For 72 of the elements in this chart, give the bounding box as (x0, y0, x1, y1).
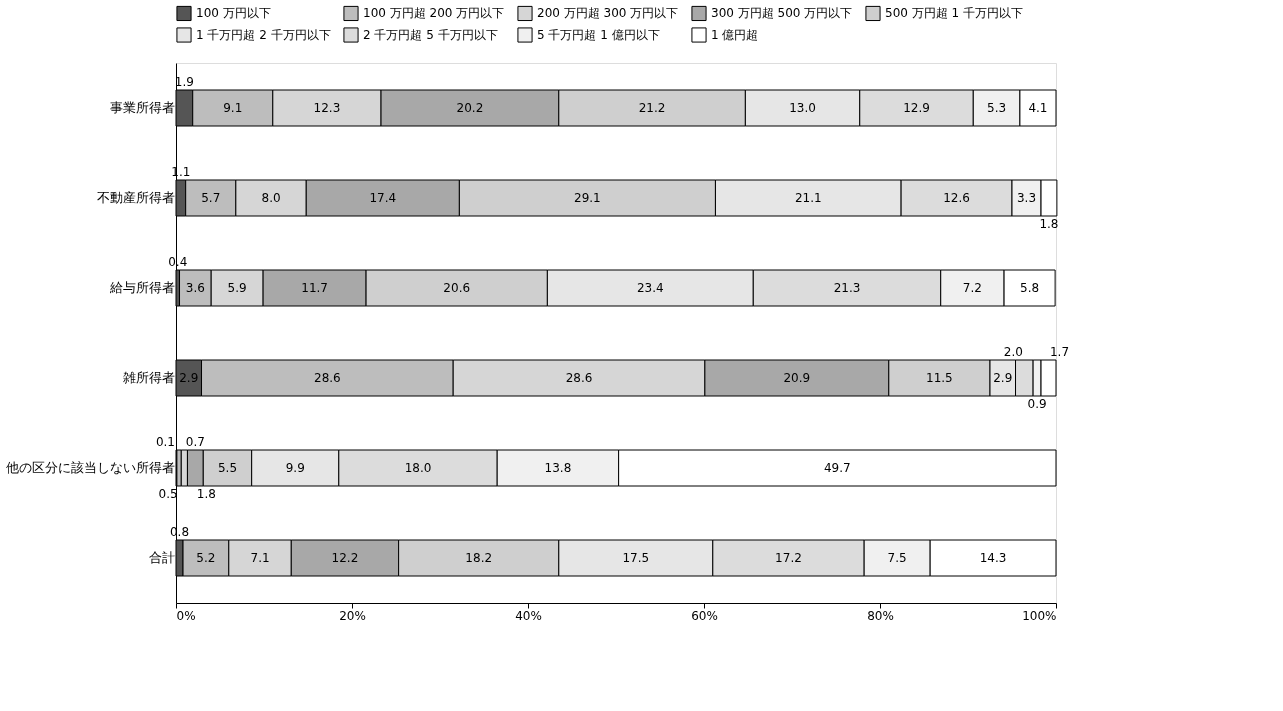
data-label: 1.9 (174, 75, 194, 89)
legend-label: 5 千万円超 1 億円以下 (537, 28, 660, 42)
data-label: 12.9 (903, 101, 930, 115)
legend-label: 300 万円超 500 万円以下 (711, 6, 853, 21)
data-label: 49.7 (823, 461, 851, 475)
legend-label: 1 億円超 (711, 28, 759, 42)
legend-label: 2 千万円超 5 千万円以下 (363, 28, 498, 42)
data-label: 28.6 (565, 371, 593, 385)
data-label: 21.2 (638, 101, 666, 115)
data-label: 7.2 (962, 281, 982, 295)
legend-label: 500 万円超 1 千万円以下 (885, 6, 1023, 21)
data-label: 20.6 (443, 281, 471, 295)
x-tick-label: 20% (339, 608, 366, 623)
data-label: 14.3 (979, 551, 1007, 565)
data-label: 12.6 (943, 191, 970, 205)
x-tick-label: 40% (515, 608, 542, 623)
data-label: 2.9 (993, 371, 1013, 385)
y-tick-label: 事業所得者 (109, 100, 175, 115)
data-label: 5.2 (196, 551, 216, 565)
data-label: 4.1 (1028, 101, 1048, 115)
data-label: 5.9 (227, 281, 247, 295)
data-label: 1.8 (1039, 217, 1059, 231)
data-label: 12.3 (313, 101, 341, 115)
data-label: 1.8 (196, 487, 216, 501)
data-label: 7.5 (887, 551, 907, 565)
data-label: 9.1 (223, 101, 243, 115)
data-label: 2.9 (179, 371, 199, 385)
y-tick-label: 合計 (148, 550, 175, 565)
data-label: 0.9 (1027, 397, 1047, 411)
data-label: 18.2 (465, 551, 493, 565)
legend-label: 200 万円超 300 万円以下 (537, 6, 679, 21)
x-tick-label: 60% (691, 608, 718, 623)
data-label: 11.7 (301, 281, 328, 295)
y-tick-label: 雑所得者 (122, 370, 175, 385)
y-tick-label: 不動産所得者 (96, 190, 175, 205)
data-label: 17.2 (775, 551, 802, 565)
data-label: 3.6 (185, 281, 205, 295)
legend-label: 1 千万円超 2 千万円以下 (196, 28, 331, 42)
data-label: 21.1 (794, 191, 822, 205)
data-label: 7.1 (250, 551, 270, 565)
x-tick-label: 0% (176, 608, 196, 623)
data-label: 20.9 (783, 371, 811, 385)
data-label: 12.2 (331, 551, 359, 565)
data-label: 20.2 (456, 101, 484, 115)
data-label: 17.4 (369, 191, 397, 205)
data-label: 5.3 (987, 101, 1007, 115)
data-label: 11.5 (926, 371, 953, 385)
data-label: 17.5 (622, 551, 650, 565)
data-label: 18.0 (404, 461, 432, 475)
data-label: 23.4 (636, 281, 664, 295)
data-label: 28.6 (314, 371, 341, 385)
y-tick-label: 給与所得者 (108, 280, 175, 295)
data-label: 13.8 (544, 461, 572, 475)
data-label: 9.9 (285, 461, 305, 475)
data-label: 13.0 (789, 101, 816, 115)
data-label: 5.5 (217, 461, 238, 475)
legend-label: 100 万円以下 (196, 6, 271, 21)
data-label: 21.3 (833, 281, 861, 295)
x-tick-label: 80% (867, 608, 894, 623)
data-label: 1.7 (1049, 345, 1070, 359)
x-tick-label: 100% (1022, 608, 1057, 623)
data-label: 3.3 (1016, 191, 1037, 205)
y-tick-label: 他の区分に該当しない所得者 (5, 460, 175, 475)
data-label: 8.0 (261, 191, 281, 205)
legend-label: 100 万円超 200 万円以下 (363, 6, 505, 21)
data-label: 5.7 (201, 191, 221, 205)
data-label: 5.8 (1020, 281, 1040, 295)
data-label: 29.1 (574, 191, 601, 205)
data-label: 0.1 (155, 435, 175, 449)
data-label: 2.0 (1003, 345, 1023, 359)
data-label: 0.5 (158, 487, 178, 501)
data-label: 0.7 (185, 435, 205, 449)
